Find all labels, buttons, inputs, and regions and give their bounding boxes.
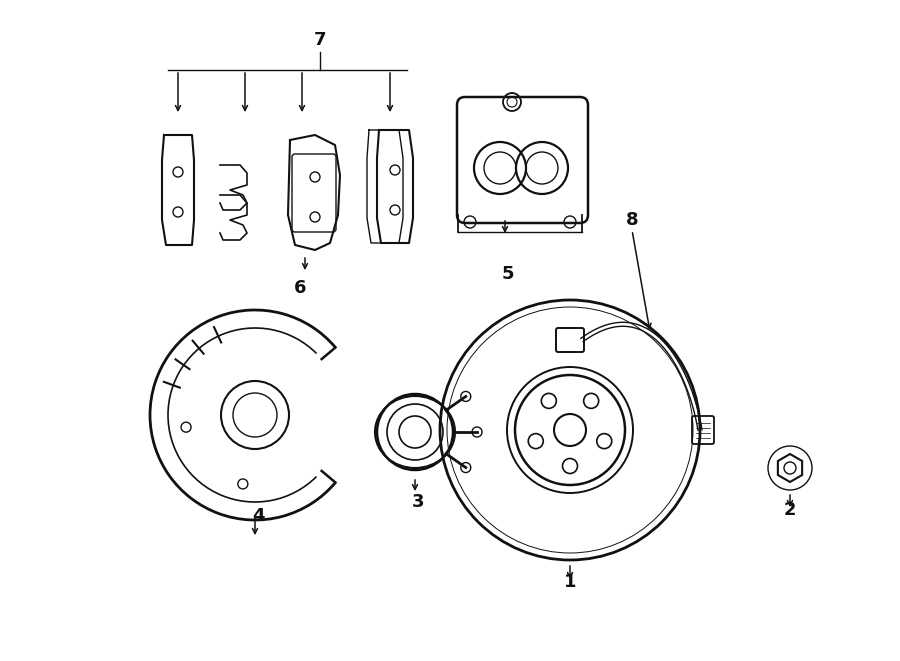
Circle shape (390, 165, 400, 175)
Circle shape (597, 434, 612, 449)
Circle shape (238, 479, 248, 489)
Circle shape (310, 172, 320, 182)
Circle shape (461, 463, 471, 473)
Circle shape (472, 427, 482, 437)
Text: 7: 7 (314, 31, 326, 49)
Circle shape (310, 212, 320, 222)
Text: 2: 2 (784, 501, 796, 519)
Circle shape (173, 207, 183, 217)
Circle shape (173, 167, 183, 177)
Circle shape (461, 391, 471, 401)
Circle shape (541, 393, 556, 408)
Circle shape (399, 416, 431, 448)
Circle shape (562, 459, 578, 473)
Text: 4: 4 (252, 507, 265, 525)
Text: 8: 8 (626, 211, 638, 229)
Text: 6: 6 (293, 279, 306, 297)
Circle shape (528, 434, 544, 449)
Text: 3: 3 (412, 493, 424, 511)
Text: 1: 1 (563, 573, 576, 591)
Circle shape (554, 414, 586, 446)
Text: 5: 5 (502, 265, 514, 283)
Circle shape (584, 393, 598, 408)
Circle shape (390, 205, 400, 215)
Circle shape (181, 422, 191, 432)
